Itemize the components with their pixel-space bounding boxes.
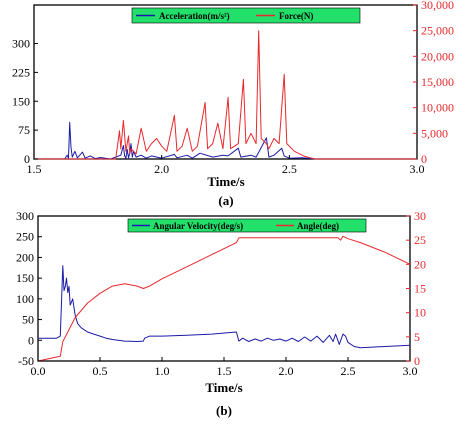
series-line-angle <box>37 235 411 362</box>
legend-label-acceleration: Acceleration(m/s²) <box>159 11 230 21</box>
y-left-tick-label: 0 <box>24 152 30 166</box>
y-left-tick-label: 75 <box>18 123 30 137</box>
legend-b: Angular Velocity(deg/s) Angle(deg) <box>127 218 367 233</box>
legend-label-force: Force(N) <box>279 11 313 21</box>
ticks-group-a: 1.5 2.0 2.5 3.007515022530005,00010,00015,0… <box>12 0 454 176</box>
series-line-force <box>34 30 417 160</box>
y-left-tick-label: 50 <box>22 313 34 327</box>
plot-frame-a <box>33 4 418 160</box>
y-left-tick-label: 225 <box>12 65 30 79</box>
legend-a: Acceleration(m/s²) Force(N) <box>131 7 361 24</box>
x-tick-label: 0.5 <box>93 364 108 378</box>
y-right-tick-label: 20,000 <box>421 49 454 63</box>
legend-box-b <box>127 218 367 233</box>
y-left-tick-label: 0 <box>28 333 34 347</box>
legend-label-angular-velocity: Angular Velocity(deg/s) <box>153 221 243 231</box>
x-axis-label-a: Time/s <box>207 174 244 189</box>
x-tick-label: 2.5 <box>341 364 356 378</box>
y-right-tick-label: 30 <box>414 209 426 223</box>
caption-a: (a) <box>218 193 233 208</box>
y-right-tick-label: 15 <box>414 282 426 296</box>
x-tick-label: 1.0 <box>155 364 170 378</box>
caption-b: (b) <box>216 403 232 418</box>
y-right-tick-label: 0 <box>414 354 420 368</box>
y-left-tick-label: -50 <box>18 354 34 368</box>
y-right-tick-label: 25,000 <box>421 24 454 38</box>
y-left-tick-label: 100 <box>16 292 34 306</box>
y-right-tick-label: 15,000 <box>421 75 454 89</box>
x-tick-label: 2.5 <box>282 162 297 176</box>
legend-label-angle: Angle(deg) <box>297 221 339 231</box>
x-tick-label: 0.0 <box>31 364 46 378</box>
series-line-angular-velocity <box>38 265 411 349</box>
series-group-b <box>37 235 411 362</box>
y-left-tick-label: 150 <box>12 94 30 108</box>
y-right-tick-label: 0 <box>421 152 427 166</box>
x-tick-label: 3.0 <box>410 162 425 176</box>
y-right-tick-label: 5,000 <box>421 126 448 140</box>
x-tick-label: 2.0 <box>279 364 294 378</box>
y-right-tick-label: 10,000 <box>421 101 454 115</box>
x-tick-label: 3.0 <box>403 364 418 378</box>
y-left-tick-label: 250 <box>16 230 34 244</box>
plot-frame-b <box>37 215 411 362</box>
chart-a: 1.5 2.0 2.5 3.007515022530005,00010,00015,0… <box>12 0 454 208</box>
y-left-tick-label: 300 <box>16 209 34 223</box>
x-axis-label-b: Time/s <box>205 380 242 395</box>
x-tick-label: 2.0 <box>154 162 169 176</box>
y-right-tick-label: 20 <box>414 257 426 271</box>
y-right-tick-label: 30,000 <box>421 0 454 12</box>
y-left-tick-label: 200 <box>16 250 34 264</box>
y-right-tick-label: 5 <box>414 330 420 344</box>
ticks-group-b: 0.0 0.5 1.0 1.5 2.0 2.5 3.0-500501001502002503… <box>16 209 426 378</box>
y-left-tick-label: 150 <box>16 271 34 285</box>
x-tick-label: 1.5 <box>217 364 232 378</box>
x-tick-label: 1.5 <box>27 162 42 176</box>
legend-box-a <box>131 7 361 24</box>
y-left-tick-label: 300 <box>12 37 30 51</box>
series-line-acceleration <box>34 121 417 160</box>
y-right-tick-label: 25 <box>414 233 426 247</box>
y-right-tick-label: 10 <box>414 306 426 320</box>
series-group-a <box>34 30 417 160</box>
chart-b: 0.0 0.5 1.0 1.5 2.0 2.5 3.0-500501001502002503… <box>16 209 426 418</box>
